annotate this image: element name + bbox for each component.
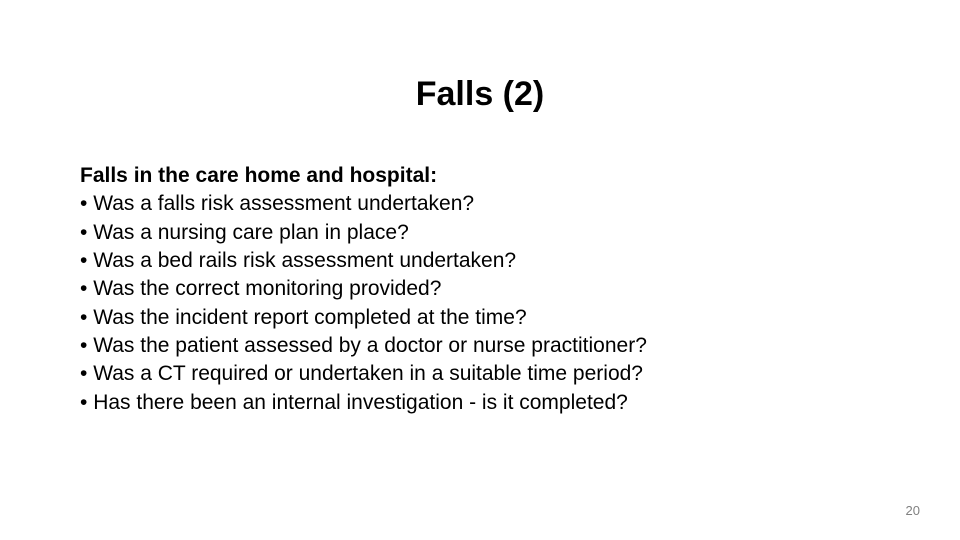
bullet-item: Was a CT required or undertaken in a sui… — [80, 360, 880, 388]
bullet-item: Has there been an internal investigation… — [80, 389, 880, 417]
bullet-item: Was the correct monitoring provided? — [80, 275, 880, 303]
slide-container: Falls (2) Falls in the care home and hos… — [0, 0, 960, 540]
bullet-item: Was a bed rails risk assessment undertak… — [80, 247, 880, 275]
slide-title: Falls (2) — [80, 75, 880, 114]
page-number: 20 — [906, 503, 920, 518]
content-block: Falls in the care home and hospital: Was… — [80, 162, 880, 417]
bullet-item: Was a falls risk assessment undertaken? — [80, 190, 880, 218]
bullet-list: Was a falls risk assessment undertaken? … — [80, 190, 880, 417]
bullet-item: Was the patient assessed by a doctor or … — [80, 332, 880, 360]
section-heading: Falls in the care home and hospital: — [80, 162, 880, 190]
bullet-item: Was the incident report completed at the… — [80, 304, 880, 332]
bullet-item: Was a nursing care plan in place? — [80, 219, 880, 247]
